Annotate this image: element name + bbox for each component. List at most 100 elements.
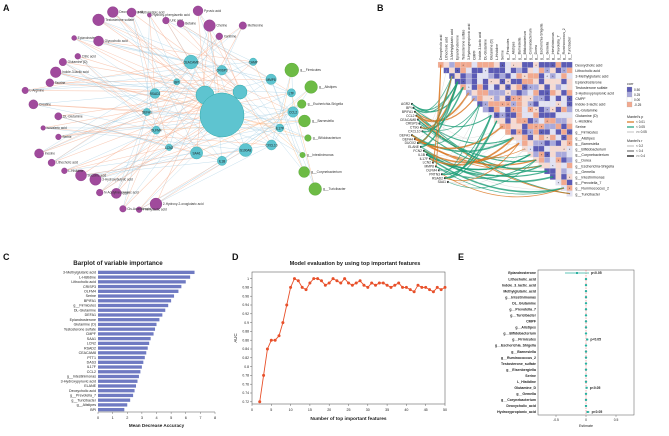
significance-mark: * [569, 131, 571, 135]
auc-point [354, 281, 358, 285]
significance-mark: * [513, 109, 515, 113]
gene-label: FCN2 [413, 149, 422, 153]
significance-mark: * [569, 148, 571, 152]
metabolite-node [89, 173, 102, 186]
heatmap-cell [488, 61, 495, 68]
x-axis-label: Number of top important features [310, 416, 387, 422]
heatmap-cell [505, 123, 511, 130]
chart-title: Model evaluation by using top important … [290, 261, 421, 267]
network-edge [62, 61, 223, 162]
heatmap-cell [493, 67, 500, 74]
network-edge [62, 61, 197, 154]
significance-mark: * [535, 109, 537, 113]
significance-mark: * [530, 97, 532, 101]
significance-mark: * [530, 86, 532, 90]
network-edge [55, 71, 223, 116]
x-tick-label: 40 [404, 408, 408, 412]
heatmap-cell [555, 134, 562, 141]
auc-point [327, 281, 331, 285]
network-edge [180, 23, 294, 113]
heatmap-cell [533, 84, 539, 91]
mantel-link [441, 173, 565, 198]
heatmap-cell [516, 101, 523, 107]
heatmap-cell [544, 78, 551, 85]
importance-bar [98, 289, 179, 293]
network-edge [149, 15, 156, 94]
heatmap-cell [527, 67, 534, 74]
heatmap-cell [521, 129, 528, 135]
gene-node-label: S100A8 [240, 149, 252, 153]
heatmap-cell [471, 67, 478, 74]
heatmap-cell [493, 95, 500, 102]
heatmap-column-label: g__Bifidobacterium [523, 31, 527, 60]
heatmap-cell [510, 123, 517, 130]
network-edge [80, 149, 246, 176]
legend-mantel-p-title: Mantel's p [627, 115, 643, 119]
legend-corr-title: corr [627, 82, 634, 86]
heatmap-cell [544, 157, 551, 163]
microbe-node [308, 182, 322, 196]
heatmap-cell [555, 73, 562, 79]
significance-mark: * [507, 81, 509, 85]
network-edge [77, 56, 157, 131]
mantel-link [447, 148, 525, 186]
network-edge [146, 36, 220, 113]
heatmap-cell [505, 73, 511, 79]
heatmap-column-label: g__Gemella [545, 42, 549, 60]
y-tick-label: 0.96 [242, 294, 249, 298]
heatmap-cell [527, 134, 534, 141]
network-edge [58, 114, 223, 138]
metabolite-node-label: Succinic acid [88, 173, 107, 177]
heatmap-cell [499, 117, 506, 124]
legend-corr-tick: 0.50 [634, 88, 640, 92]
auc-point [389, 285, 393, 289]
mantel-link [429, 157, 565, 193]
significance-mark: * [535, 125, 537, 129]
metabolite-node-label: Testosterone sulfate [105, 18, 134, 22]
heatmap-column-label: g__Ruminococcus_2 [562, 28, 566, 60]
y-tick-label: 0.72 [242, 400, 249, 404]
significance-mark: * [569, 187, 571, 191]
panel-label-e: E [458, 252, 465, 262]
significance-mark: * [563, 148, 565, 152]
heatmap-cell [566, 106, 573, 113]
microbe-node-label: g__Turicibacter [323, 187, 347, 191]
heatmap-cell [499, 106, 506, 113]
estimate-point [585, 278, 587, 281]
auc-point [431, 290, 435, 294]
heatmap-cell [561, 157, 567, 163]
importance-bar [98, 308, 166, 312]
gene-node-label: SAA1 [193, 151, 201, 155]
metabolite-node [111, 188, 122, 199]
heatmap-cell [521, 67, 528, 74]
importance-bar [98, 275, 191, 279]
forest-row-label: g__Prevotella_7 [509, 307, 536, 311]
heatmap-row-label: g__Turicibacter [575, 192, 600, 196]
heatmap-cell [533, 129, 539, 135]
bar-category-label: Deoxycholic acid [69, 389, 96, 393]
network-edge [149, 15, 178, 82]
microbe-node [298, 114, 311, 128]
significance-mark: * [513, 103, 515, 107]
significance-mark: * [496, 114, 498, 118]
metabolite-node-label: Glycocholic acid [105, 39, 128, 43]
metabolite-node [162, 16, 170, 25]
microbe-node-label: g__Bifidobacterium [313, 136, 341, 140]
significance-mark: * [569, 193, 571, 197]
gene-label: BPI [406, 106, 411, 110]
significance-mark: * [524, 75, 526, 79]
heatmap-cell [561, 112, 567, 119]
auc-point [428, 288, 432, 292]
heatmap-cell [527, 89, 534, 96]
significance-mark: * [563, 137, 565, 141]
heatmap-cell [566, 157, 573, 163]
gene-label: CTSG [410, 126, 420, 130]
significance-mark: * [552, 109, 554, 113]
heatmap-cell [561, 78, 567, 85]
heatmap-cell [555, 112, 562, 119]
estimate-point [585, 302, 587, 305]
forest-row-label: Lithocholic_acid [508, 277, 536, 281]
mantel-link [447, 137, 514, 184]
heatmap-cell [544, 101, 551, 107]
heatmap-cell [477, 67, 483, 74]
